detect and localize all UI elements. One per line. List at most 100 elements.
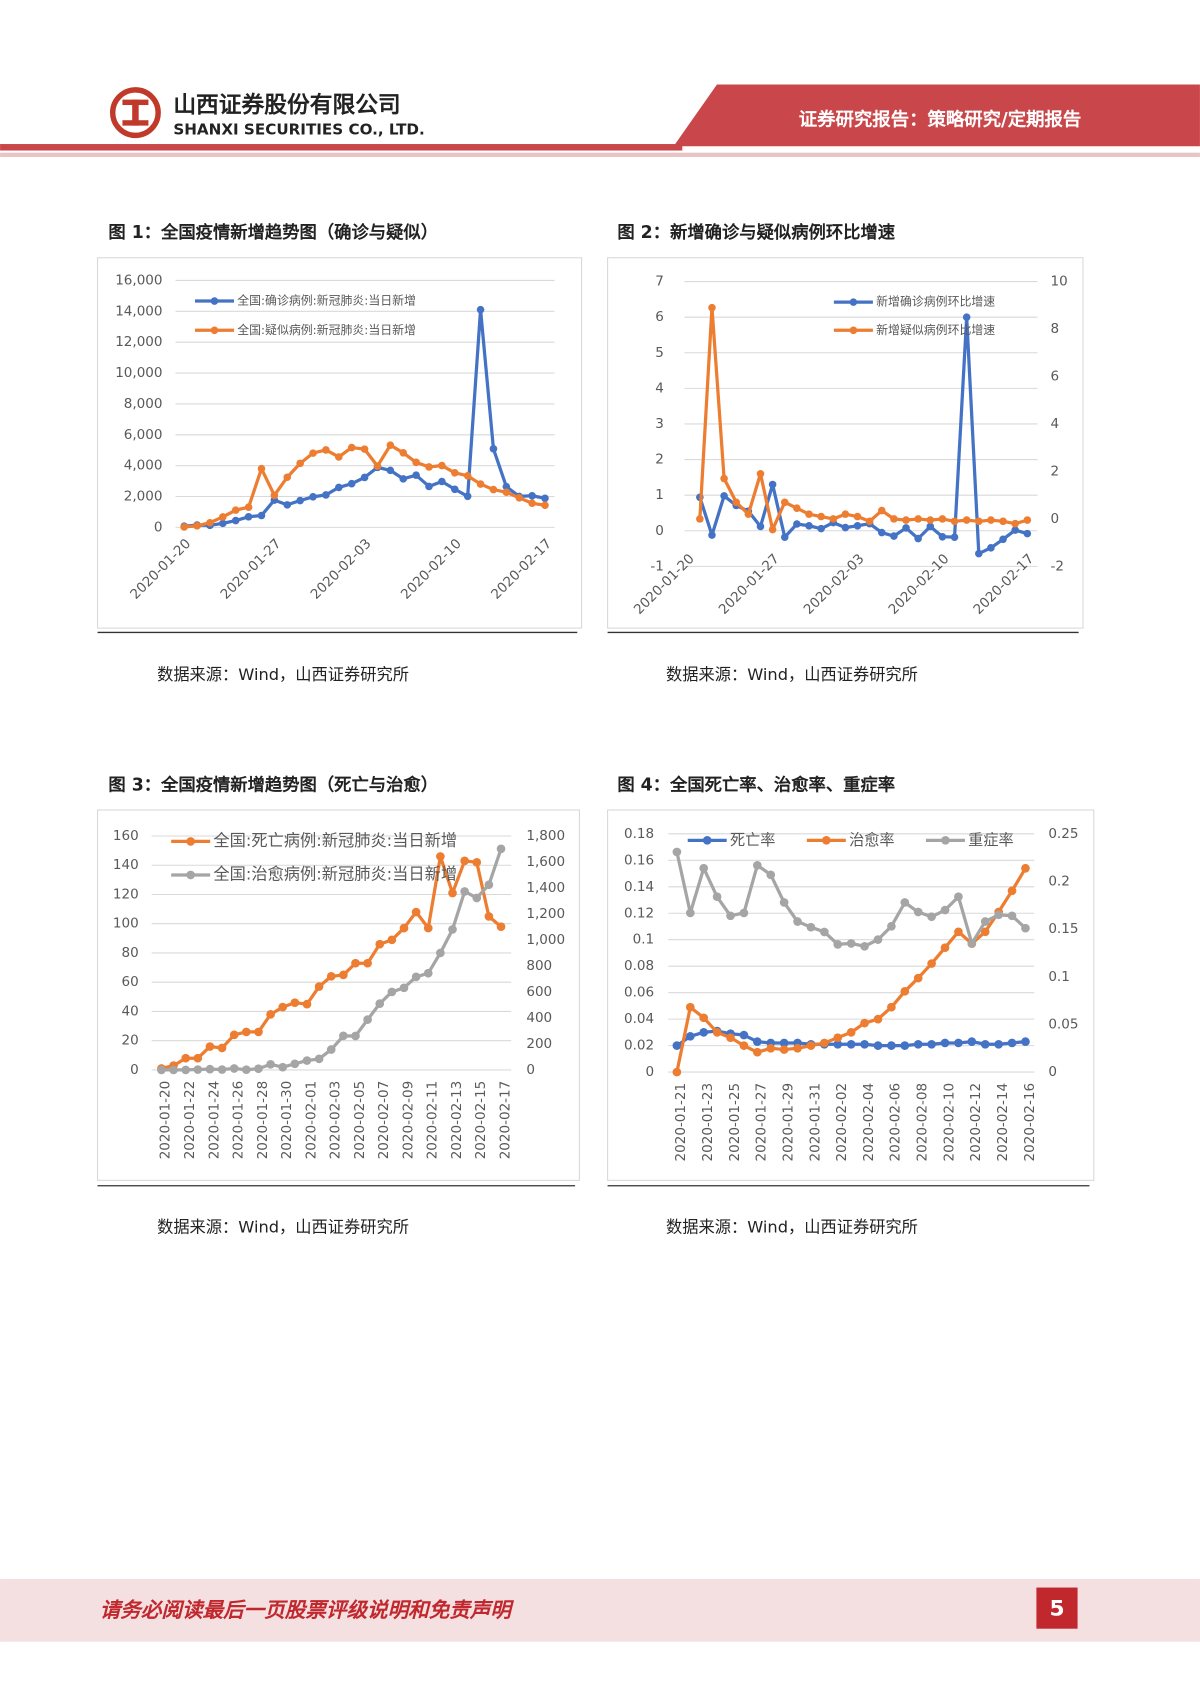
y2-tick-label: 0 (526, 1062, 535, 1078)
point (157, 1065, 166, 1075)
point (244, 503, 253, 511)
point (1021, 1037, 1030, 1046)
point (699, 1028, 709, 1037)
point (672, 847, 682, 857)
legend-swatch-dot (186, 870, 195, 880)
y-tick-label: 0.18 (624, 826, 654, 842)
x-tick-label: 2020-02-12 (968, 1083, 984, 1162)
point (927, 912, 936, 922)
point (887, 921, 896, 931)
y-tick-label: 6 (655, 309, 664, 325)
point (739, 1041, 749, 1050)
point (399, 449, 408, 457)
point (335, 483, 343, 492)
y-tick-label: 140 (113, 857, 139, 873)
chart-source: 数据来源：Wind，山西证券研究所 (666, 1217, 918, 1236)
point (541, 494, 549, 503)
chart-caption: 图 3：全国疫情新增趋势图（死亡与治愈） (108, 775, 438, 796)
point (699, 863, 709, 873)
point (322, 446, 330, 454)
point (309, 449, 317, 457)
legend-label: 全国:疑似病例:新冠肺炎:当日新增 (237, 323, 416, 337)
point (181, 1053, 191, 1063)
point (169, 1065, 178, 1075)
header: 山西证券股份有限公司 SHANXI SECURITIES CO., LTD. 证… (0, 84, 1200, 158)
point (1007, 886, 1017, 896)
point (860, 1039, 869, 1049)
point (322, 491, 330, 499)
x-tick-label: 2020-01-31 (807, 1083, 823, 1162)
point (820, 927, 829, 937)
point (685, 1002, 695, 1012)
y-tick-label: 0.02 (624, 1038, 654, 1054)
footer-band (0, 1578, 1200, 1642)
y-tick-label: 14,000 (115, 303, 162, 319)
point (806, 1041, 816, 1050)
point (833, 1039, 843, 1049)
point (412, 458, 420, 467)
point (489, 445, 498, 453)
y2-tick-label: 1,600 (526, 854, 565, 870)
x-tick-label: 2020-02-14 (995, 1083, 1011, 1162)
point (900, 1041, 910, 1050)
point (283, 501, 292, 509)
y2-tick-label: 0.25 (1048, 826, 1078, 842)
y2-tick-label: 1,400 (526, 880, 565, 896)
point (1021, 863, 1030, 873)
point (967, 939, 977, 948)
point (283, 473, 292, 482)
point (708, 531, 716, 539)
point (829, 515, 838, 523)
point (914, 515, 922, 523)
point (1011, 519, 1019, 528)
x-tick-label: 2020-01-20 (158, 1081, 174, 1160)
point (975, 549, 983, 558)
chart-caption: 图 2：新增确诊与疑似病例环比增速 (617, 222, 895, 243)
point (412, 471, 420, 479)
page-number: 5 (1049, 1597, 1064, 1622)
point (720, 474, 728, 483)
point (913, 1039, 923, 1049)
legend-label: 全国:确诊病例:新冠肺炎:当日新增 (237, 294, 416, 308)
y-tick-label: 20 (121, 1033, 138, 1049)
x-tick-label: 2020-02-04 (861, 1083, 877, 1162)
point (386, 441, 395, 449)
y2-tick-label: 800 (526, 958, 552, 974)
x-tick-label: 2020-02-17 (497, 1081, 513, 1160)
point (502, 488, 511, 497)
point (902, 516, 910, 524)
y-tick-label: 16,000 (115, 272, 162, 288)
point (339, 1031, 348, 1041)
point (229, 1064, 239, 1073)
point (938, 515, 947, 523)
y-tick-label: 100 (113, 916, 139, 932)
header-rule (0, 152, 1200, 158)
y2-tick-label: 1,000 (526, 932, 565, 948)
chart-source: 数据来源：Wind，山西证券研究所 (157, 665, 409, 684)
point (712, 892, 722, 902)
legend-label: 新增疑似病例环比增速 (876, 323, 995, 337)
x-tick-label: 2020-01-26 (231, 1081, 247, 1160)
y-tick-label: 80 (121, 945, 138, 961)
point (326, 972, 336, 981)
legend-label: 重症率 (968, 831, 1013, 849)
point (425, 463, 433, 471)
y-tick-label: 160 (113, 828, 139, 844)
x-tick-label: 2020-01-25 (727, 1083, 743, 1162)
point (994, 1039, 1003, 1049)
point (450, 469, 459, 477)
point (913, 973, 923, 983)
point (841, 510, 850, 518)
point (739, 908, 749, 918)
chart: 图 3：全国疫情新增趋势图（死亡与治愈） 数据来源：Wind，山西证券研究所 0 20… (96, 775, 580, 1236)
legend-swatch-dot (210, 326, 219, 335)
point (739, 1030, 749, 1040)
point (913, 907, 923, 917)
legend-swatch-dot (941, 836, 950, 845)
point (425, 482, 433, 491)
point (793, 1043, 802, 1053)
x-tick-label: 2020-02-16 (1022, 1083, 1038, 1162)
point (890, 532, 898, 540)
legend-label: 全国:治愈病例:新冠肺炎:当日新增 (213, 864, 457, 883)
point (860, 1018, 869, 1028)
